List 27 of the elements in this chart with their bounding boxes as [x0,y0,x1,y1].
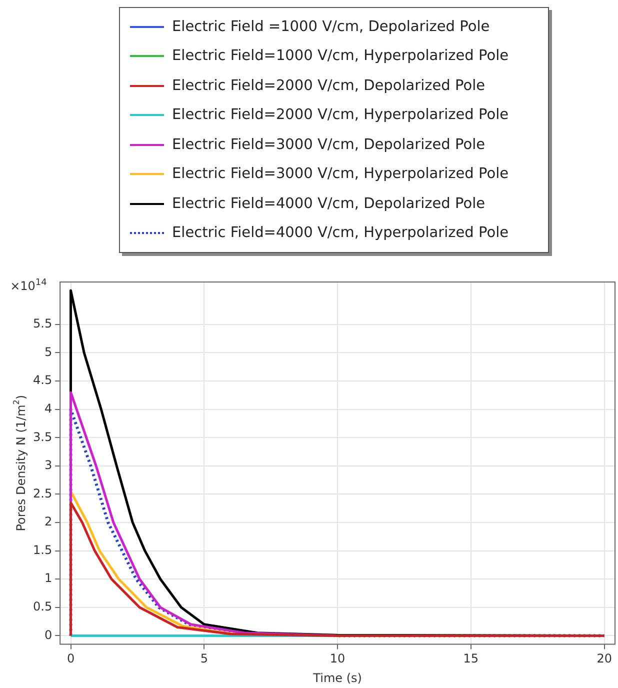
y-tick-label: 5.5 [32,316,52,331]
y-tick-label: 2.5 [32,486,52,500]
legend-label: Electric Field=2000 V/cm, Depolarized Pole [172,78,486,94]
legend-label: Electric Field=1000 V/cm, Hyperpolarized Pole [172,48,509,64]
y-tick-label: 5 [44,344,52,359]
legend-label: Electric Field=3000 V/cm, Depolarized Pole [172,136,486,153]
y-tick-label: 1 [44,571,52,586]
legend-label: Electric Field =1000 V/cm, Depolarized Pole [172,18,490,35]
x-tick-label: 10 [330,652,346,666]
legend-label: Electric Field=4000 V/cm, Depolarized Pole [172,196,486,212]
legend-label: Electric Field=3000 V/cm, Hyperpolarized Pole [172,166,509,182]
x-axis-title: Time (s) [312,670,362,685]
x-tick-label: 0 [66,652,75,666]
x-tick-label: 20 [596,652,612,666]
y-tick-label: 0 [44,628,52,642]
y-tick-label: 2 [44,514,52,529]
y-tick-label: 1.5 [32,542,52,557]
y-tick-label: 0.5 [32,600,52,614]
x-tick-label: 5 [200,652,208,666]
y-axis-title: Pores Density N (1/m2) [12,394,28,532]
y-tick-label: 3 [44,458,52,472]
y-tick-label: 3.5 [32,430,52,444]
x-tick-label: 15 [463,652,479,666]
legend-label: Electric Field=4000 V/cm, Hyperpolarized Pole [172,225,509,242]
y-tick-label: 4.5 [32,373,52,388]
legend-label: Electric Field=2000 V/cm, Hyperpolarized Pole [172,107,509,124]
y-tick-label: 4 [44,401,52,416]
